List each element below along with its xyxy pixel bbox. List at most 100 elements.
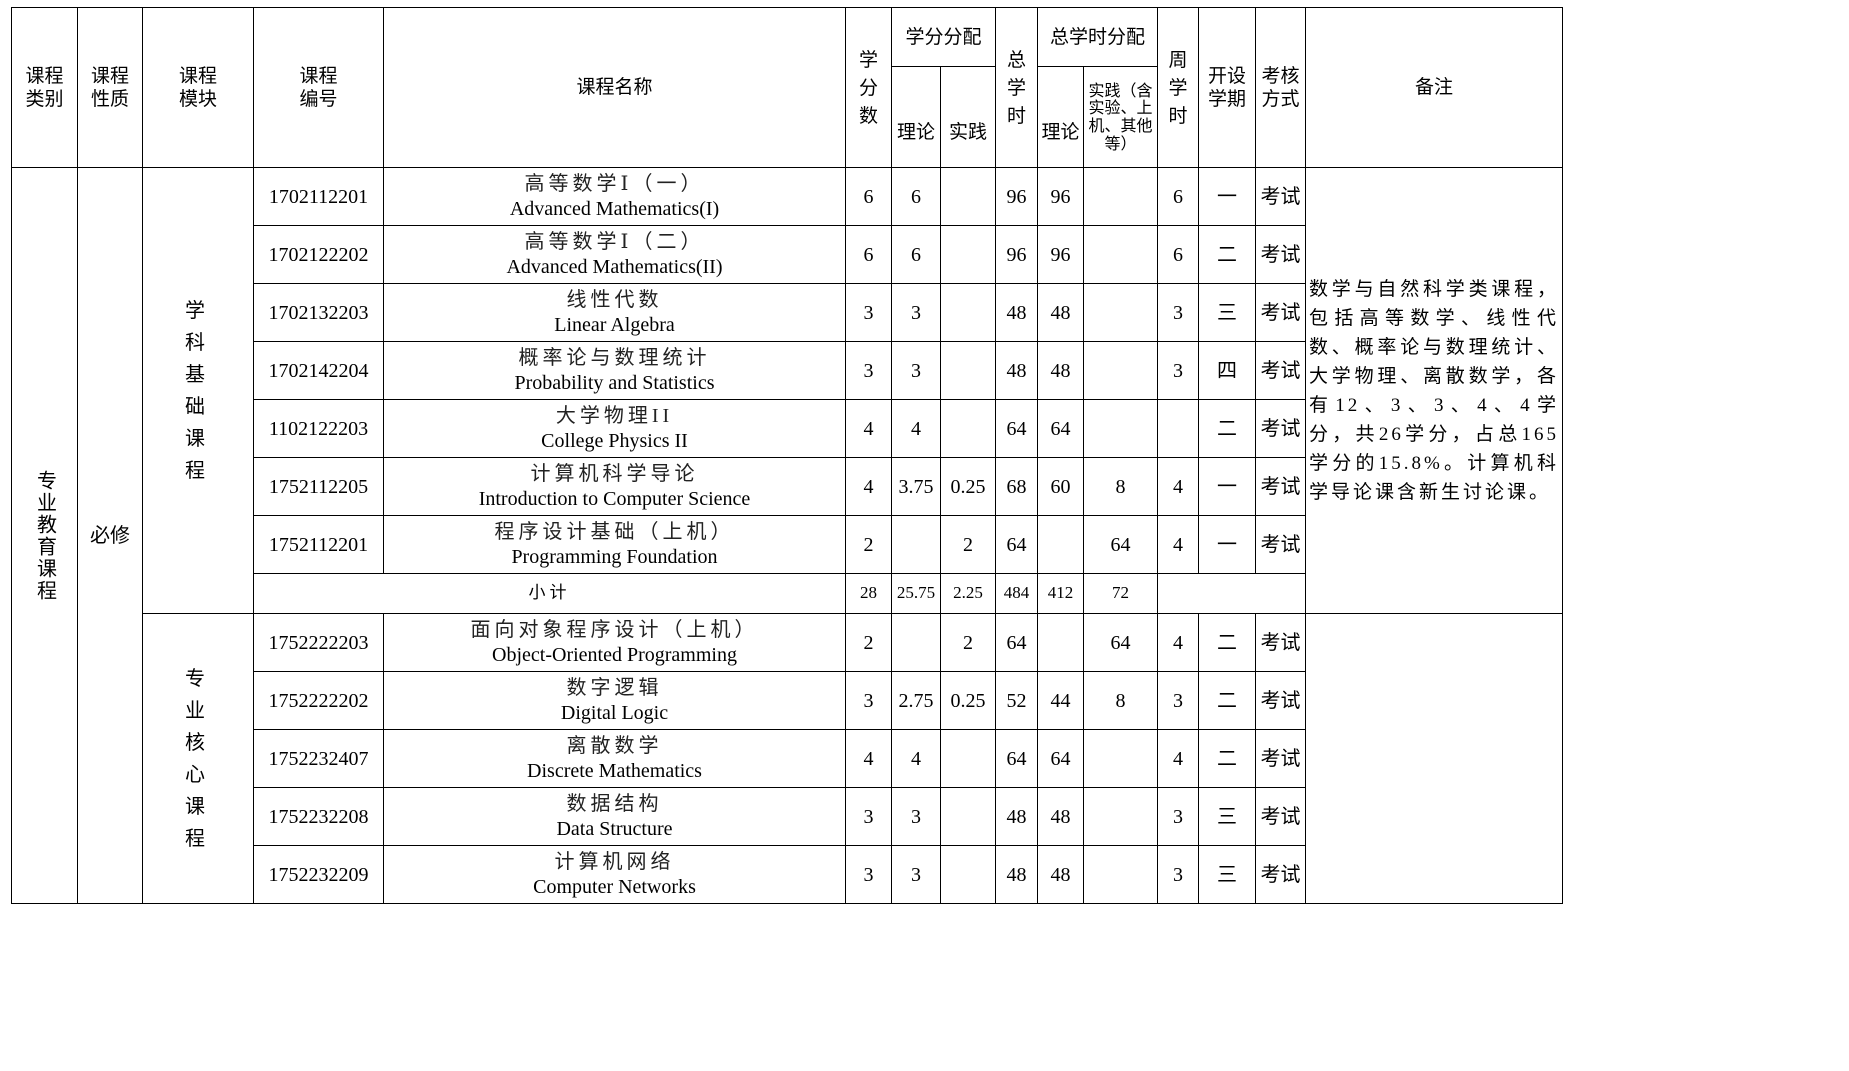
category-label: 专业教育课程 bbox=[33, 469, 56, 602]
weekly-hours: 3 bbox=[1157, 671, 1199, 730]
course-code: 1752232209 bbox=[253, 845, 384, 904]
course-code: 1702142204 bbox=[253, 341, 384, 400]
hour-practice: 64 bbox=[1083, 515, 1158, 574]
credits: 3 bbox=[845, 283, 892, 342]
weekly-hours: 4 bbox=[1157, 613, 1199, 672]
credits: 4 bbox=[845, 729, 892, 788]
semester: 二 bbox=[1198, 399, 1256, 458]
course-name-en: Data Structure bbox=[556, 817, 673, 840]
course-name-cn: 高等数学Ⅰ（二） bbox=[524, 230, 705, 253]
course-code: 1702122202 bbox=[253, 225, 384, 284]
course-name: 程序设计基础（上机） Programming Foundation bbox=[383, 515, 846, 574]
hour-theory: 48 bbox=[1037, 787, 1084, 846]
course-row: 1702122202 高等数学Ⅰ（二） Advanced Mathematics(I… bbox=[12, 225, 1563, 284]
total-hours: 64 bbox=[995, 399, 1038, 458]
subtotal-row: 小计 28 25.75 2.25 484 412 72 bbox=[12, 573, 1563, 614]
hour-practice: 8 bbox=[1083, 671, 1158, 730]
course-code: 1102122203 bbox=[253, 399, 384, 458]
course-name-en: Linear Algebra bbox=[554, 313, 675, 336]
header-hour-practice: 实践（含实验、上机、其他等） bbox=[1083, 66, 1158, 168]
course-code: 1702132203 bbox=[253, 283, 384, 342]
course-code: 1702112201 bbox=[253, 167, 384, 226]
credit-theory: 3 bbox=[891, 283, 941, 342]
total-hours: 68 bbox=[995, 457, 1038, 516]
weekly-hours: 3 bbox=[1157, 283, 1199, 342]
credit-practice bbox=[940, 729, 996, 788]
header-category: 课程类别 bbox=[11, 7, 78, 168]
header-remarks: 备注 bbox=[1305, 7, 1563, 168]
credit-theory bbox=[891, 613, 941, 672]
course-name: 高等数学Ⅰ（一） Advanced Mathematics(I) bbox=[383, 167, 846, 226]
course-row: 1752232407 离散数学 Discrete Mathematics 4 4 64 64… bbox=[12, 729, 1563, 788]
header-exam: 考核方式 bbox=[1255, 7, 1306, 168]
course-code: 1752112205 bbox=[253, 457, 384, 516]
subtotal-hour-theory: 412 bbox=[1037, 573, 1084, 614]
header-credit-theory: 理论 bbox=[891, 66, 941, 168]
header-weekly-hours: 周学时 bbox=[1157, 7, 1199, 168]
course-row: 1752112201 程序设计基础（上机） Programming Foundati… bbox=[12, 515, 1563, 574]
course-name-cn: 面向对象程序设计（上机） bbox=[470, 618, 759, 641]
subtotal-empty bbox=[1157, 573, 1306, 614]
credits: 4 bbox=[845, 399, 892, 458]
credit-practice bbox=[940, 399, 996, 458]
course-name-en: Probability and Statistics bbox=[514, 371, 715, 394]
hour-theory: 64 bbox=[1037, 729, 1084, 788]
credit-theory: 3 bbox=[891, 845, 941, 904]
course-name-cn: 大学物理II bbox=[555, 404, 674, 427]
total-hours: 48 bbox=[995, 283, 1038, 342]
exam-method: 考试 bbox=[1255, 671, 1306, 730]
exam-method: 考试 bbox=[1255, 341, 1306, 400]
credit-practice bbox=[940, 787, 996, 846]
header-credit-practice: 实践 bbox=[940, 66, 996, 168]
weekly-hours bbox=[1157, 399, 1199, 458]
course-row: 1102122203 大学物理II College Physics II 4 4 64 64… bbox=[12, 399, 1563, 458]
weekly-hours: 3 bbox=[1157, 845, 1199, 904]
total-hours: 48 bbox=[995, 845, 1038, 904]
course-name: 计算机网络 Computer Networks bbox=[383, 845, 846, 904]
remarks-cell bbox=[1305, 613, 1563, 904]
credit-theory: 6 bbox=[891, 167, 941, 226]
module-label: 专业核心课程 bbox=[185, 667, 211, 850]
course-name: 大学物理II College Physics II bbox=[383, 399, 846, 458]
course-row: 1702142204 概率论与数理统计 Probability and Statis… bbox=[12, 341, 1563, 400]
hour-theory: 48 bbox=[1037, 845, 1084, 904]
hour-theory bbox=[1037, 613, 1084, 672]
subtotal-credits: 28 bbox=[845, 573, 892, 614]
hour-practice bbox=[1083, 167, 1158, 226]
course-name-cn: 线性代数 bbox=[566, 288, 663, 311]
course-row: 专业教育课程 必修 学科基础课程 1702112201 高等数学Ⅰ（一） Advanced… bbox=[11, 167, 1563, 904]
weekly-hours: 6 bbox=[1157, 225, 1199, 284]
credits: 2 bbox=[845, 515, 892, 574]
weekly-hours: 3 bbox=[1157, 787, 1199, 846]
curriculum-table: 课程类别 课程性质 课程模块 课程编号 课程名称 学分数 学分分配 总学时 总学… bbox=[11, 7, 1563, 904]
header-name: 课程名称 bbox=[383, 7, 846, 168]
credit-theory: 4 bbox=[891, 399, 941, 458]
subtotal-hours: 484 bbox=[995, 573, 1038, 614]
credits: 3 bbox=[845, 671, 892, 730]
course-name: 面向对象程序设计（上机） Object-Oriented Programming bbox=[383, 613, 846, 672]
exam-method: 考试 bbox=[1255, 225, 1306, 284]
semester: 一 bbox=[1198, 515, 1256, 574]
hour-practice bbox=[1083, 787, 1158, 846]
course-name-en: Object-Oriented Programming bbox=[492, 643, 737, 666]
credit-practice bbox=[940, 225, 996, 284]
weekly-hours: 3 bbox=[1157, 341, 1199, 400]
course-name-cn: 计算机科学导论 bbox=[530, 462, 699, 485]
course-name-en: Introduction to Computer Science bbox=[478, 487, 751, 510]
header-credits: 学分数 bbox=[845, 7, 892, 168]
credit-practice bbox=[940, 341, 996, 400]
semester: 二 bbox=[1198, 729, 1256, 788]
hour-theory: 48 bbox=[1037, 283, 1084, 342]
semester: 三 bbox=[1198, 283, 1256, 342]
course-name-en: Advanced Mathematics(I) bbox=[509, 197, 720, 220]
course-code: 1752222203 bbox=[253, 613, 384, 672]
header-nature: 课程性质 bbox=[77, 7, 143, 168]
header-total-hours: 总学时 bbox=[995, 7, 1038, 168]
course-name: 概率论与数理统计 Probability and Statistics bbox=[383, 341, 846, 400]
hour-theory: 96 bbox=[1037, 225, 1084, 284]
hour-theory: 64 bbox=[1037, 399, 1084, 458]
course-name: 线性代数 Linear Algebra bbox=[383, 283, 846, 342]
credit-practice bbox=[940, 845, 996, 904]
credit-practice: 0.25 bbox=[940, 457, 996, 516]
hour-theory: 44 bbox=[1037, 671, 1084, 730]
